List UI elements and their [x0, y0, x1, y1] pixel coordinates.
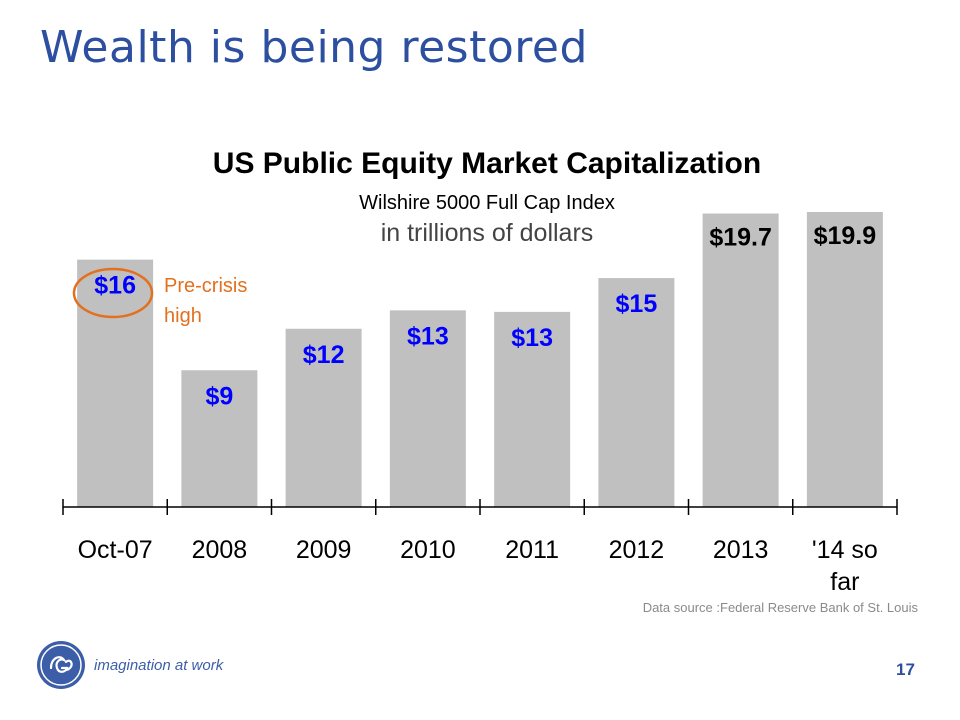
data-source: Data source :Federal Reserve Bank of St.… [643, 600, 919, 615]
chart-subtitle: Wilshire 5000 Full Cap Index [359, 192, 615, 214]
bar-1 [181, 370, 258, 507]
chart-title: US Public Equity Market Capitalization [213, 147, 761, 180]
page-number: 17 [896, 660, 915, 679]
x-tick-label-1: 2008 [192, 536, 248, 564]
bar-3 [389, 310, 466, 507]
chart-unit-label: in trillions of dollars [381, 219, 594, 247]
x-tick-label-5: 2012 [609, 536, 665, 564]
bar-6 [702, 213, 779, 508]
bar-0 [77, 259, 154, 507]
annotation-line-1: Pre-crisis [164, 275, 247, 297]
bar-2 [285, 328, 362, 507]
slide-title: Wealth is being restored [40, 22, 588, 73]
x-tick-label-6: 2013 [713, 536, 769, 564]
tagline: imagination at work [94, 657, 224, 674]
data-label-7: $19.9 [814, 222, 877, 250]
data-label-4: $13 [511, 324, 553, 352]
x-axis [62, 499, 898, 515]
x-tick-label-3: 2010 [400, 536, 456, 564]
annotation-line-2: high [164, 305, 202, 327]
x-tick-label-7: '14 so [812, 536, 878, 564]
x-tick-label-7: far [830, 568, 859, 596]
data-label-6: $19.7 [709, 224, 772, 252]
bar-5 [598, 278, 675, 507]
bars-layer [77, 212, 883, 508]
data-label-3: $13 [407, 322, 449, 350]
labels-layer: $16 Oct-07 $9 2008 $12 2009 $13 2010 $13 2011 $15 2… [78, 222, 878, 596]
data-label-5: $15 [616, 290, 658, 318]
highlight-circle [72, 267, 154, 319]
data-label-1: $9 [205, 382, 233, 410]
x-tick-label-2: 2009 [296, 536, 352, 564]
bar-4 [494, 311, 571, 507]
x-tick-label-0: Oct-07 [78, 536, 153, 564]
ge-logo-icon [37, 641, 85, 689]
data-label-2: $12 [303, 341, 345, 369]
bar-7 [806, 212, 883, 507]
data-label-0: $16 [94, 272, 136, 300]
x-tick-label-4: 2011 [505, 536, 559, 564]
